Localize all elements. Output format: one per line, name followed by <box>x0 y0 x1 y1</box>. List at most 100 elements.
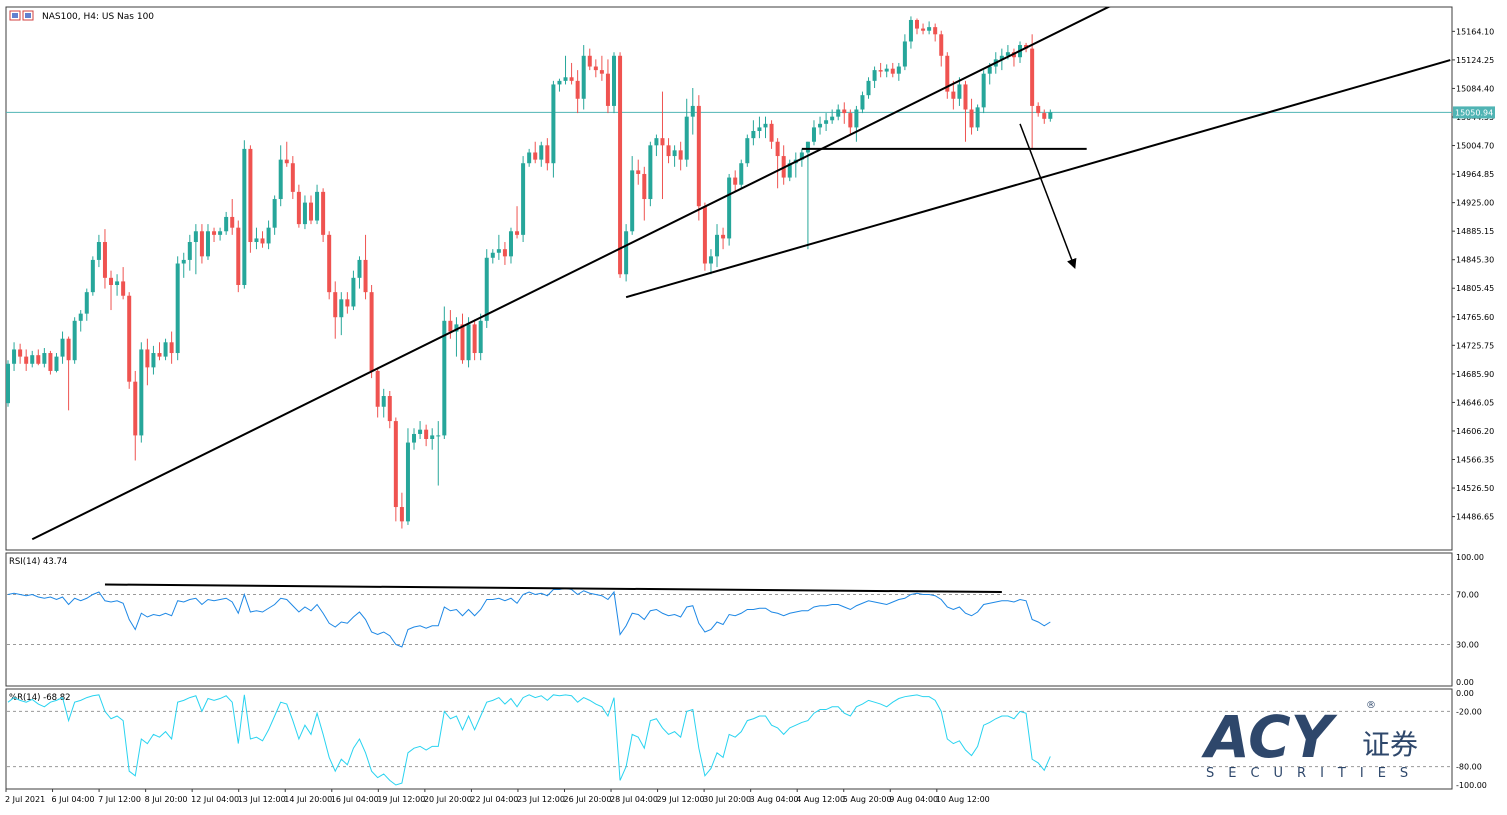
candle-body <box>811 127 816 142</box>
candle <box>1042 109 1047 124</box>
candle-body <box>551 84 556 164</box>
wpr-label: %R(14) -68.82 <box>9 693 71 703</box>
candle-body <box>630 170 635 232</box>
williams-r-indicator: 0.00 -20.00 -80.00 -100.00 <box>7 689 1487 790</box>
candle <box>854 105 859 142</box>
candle <box>908 16 913 49</box>
candle-body <box>648 145 653 200</box>
price-tick-label: 14805.45 <box>1456 284 1494 293</box>
candle-body <box>260 238 265 244</box>
rsi-divergence-line <box>104 583 1002 593</box>
candle-body <box>60 338 65 357</box>
candle-body <box>412 433 417 443</box>
candle-body <box>975 107 980 128</box>
trend-annotations[interactable] <box>31 3 1451 541</box>
candle <box>72 317 77 364</box>
candle-body <box>84 292 89 314</box>
candle <box>6 360 10 407</box>
candle <box>309 195 313 225</box>
candle-body <box>751 130 756 139</box>
candle-body <box>515 231 520 235</box>
candle <box>811 120 816 146</box>
candle <box>30 350 35 368</box>
candle-body <box>660 138 665 146</box>
candle-body <box>939 34 944 56</box>
candle-body <box>642 173 647 200</box>
candle-body <box>842 109 847 114</box>
candle <box>333 281 338 339</box>
candle-body <box>212 231 217 235</box>
candle <box>508 227 513 264</box>
candle <box>587 48 592 71</box>
candle <box>248 145 253 253</box>
candle <box>412 428 417 450</box>
candle-body <box>969 109 974 128</box>
candle <box>187 234 192 271</box>
candle-body <box>381 396 386 407</box>
candle <box>599 55 604 81</box>
candle-body <box>957 84 962 99</box>
candle <box>302 195 307 230</box>
candle <box>405 428 410 525</box>
candle-body <box>193 231 198 243</box>
candle-body <box>236 227 241 285</box>
candle-body <box>927 27 932 31</box>
candle <box>751 120 756 146</box>
price-tick-label: 14486.65 <box>1456 513 1494 522</box>
candle <box>199 224 204 264</box>
wpr-pane[interactable] <box>5 688 1453 790</box>
candle <box>181 252 186 278</box>
candle <box>90 256 95 296</box>
candle-body <box>1042 113 1047 119</box>
price-tick-label: 15084.40 <box>1456 84 1494 93</box>
candle-body <box>405 442 410 522</box>
candle <box>593 59 598 78</box>
candle-body <box>30 355 35 364</box>
candle-body <box>290 163 295 192</box>
candle <box>418 421 423 439</box>
time-axis: 2 Jul 2021 6 Jul 04:00 7 Jul 12:00 8 Jul 20… <box>5 789 990 804</box>
price-tick-label: 15124.25 <box>1456 56 1494 65</box>
candle-body <box>775 141 780 157</box>
candle-body <box>36 355 41 364</box>
candle <box>836 104 841 121</box>
projection-arrow <box>1019 123 1077 269</box>
candle-body <box>605 73 610 106</box>
candle <box>315 184 320 225</box>
candle <box>163 338 168 361</box>
candle <box>672 145 677 167</box>
candle-body <box>618 55 623 275</box>
price-tick-label: 15004.70 <box>1456 142 1494 151</box>
price-pane[interactable] <box>5 6 1453 551</box>
candle-body <box>696 105 701 207</box>
candle <box>521 156 526 243</box>
candle-body <box>48 353 53 371</box>
candle <box>399 492 404 529</box>
price-tick-label: 14964.85 <box>1456 170 1494 179</box>
candle-body <box>690 105 695 117</box>
candle <box>702 202 707 271</box>
candle <box>472 319 477 361</box>
wpr-tick-label: -80.00 <box>1456 763 1482 772</box>
candle <box>539 141 544 167</box>
candle <box>527 148 532 167</box>
price-tick-label: 14685.90 <box>1456 370 1494 379</box>
candle-body <box>115 281 120 285</box>
candle-body <box>327 234 332 293</box>
candle-body <box>563 77 568 81</box>
candle-body <box>896 66 901 74</box>
candle-body <box>230 216 235 228</box>
candle <box>381 388 386 418</box>
candle <box>884 64 889 78</box>
candle-body <box>430 435 435 439</box>
candle-body <box>484 257 489 321</box>
logo-acy-text: ACY <box>1201 703 1338 771</box>
candle <box>878 62 883 78</box>
candle-body <box>539 145 544 160</box>
rsi-tick-label: 0.00 <box>1456 678 1474 687</box>
candle-body <box>393 421 398 508</box>
candle-body <box>884 68 889 72</box>
price-tick-label: 14845.30 <box>1456 256 1494 265</box>
candle-body <box>854 109 859 128</box>
rsi-pane[interactable] <box>5 552 1453 687</box>
